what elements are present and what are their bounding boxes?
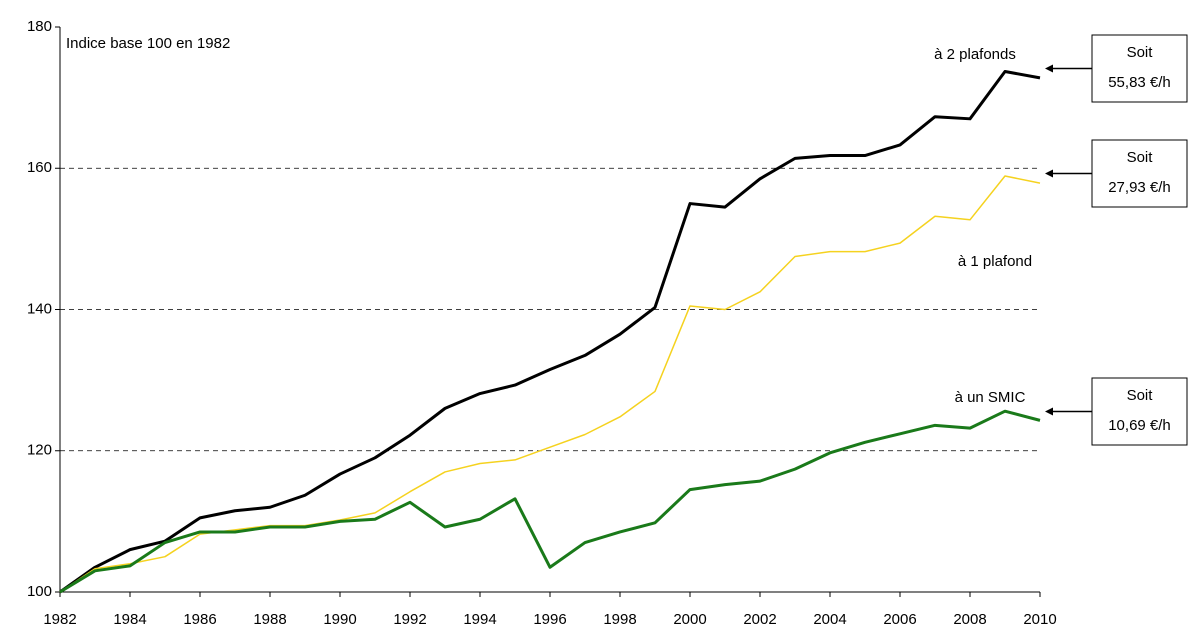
callout-arrowhead: [1045, 169, 1053, 178]
x-tick-label: 1990: [323, 611, 356, 628]
y-tick-label: 140: [27, 300, 52, 317]
x-tick-label: 2004: [813, 611, 846, 628]
callout-text: 10,69 €/h: [1108, 417, 1171, 434]
series-label: à 1 plafond: [958, 253, 1032, 270]
series-line: [59, 409, 1041, 594]
x-tick-label: 2000: [673, 611, 706, 628]
series-label: à un SMIC: [955, 389, 1026, 406]
x-tick-label: 1996: [533, 611, 566, 628]
y-tick-label: 160: [27, 159, 52, 176]
callout-arrowhead: [1045, 64, 1053, 73]
callout-box: [1091, 139, 1188, 208]
x-tick-label: 1982: [43, 611, 76, 628]
x-tick-label: 1994: [463, 611, 496, 628]
x-tick-label: 1984: [113, 611, 146, 628]
callout-box: [1091, 34, 1188, 103]
x-tick-label: 1992: [393, 611, 426, 628]
x-tick-label: 2008: [953, 611, 986, 628]
x-tick-label: 2010: [1023, 611, 1056, 628]
y-tick-label: 180: [27, 18, 52, 35]
callout-text: Soit: [1127, 149, 1154, 166]
x-tick-label: 1986: [183, 611, 216, 628]
x-tick-label: 1988: [253, 611, 286, 628]
callout-text: 27,93 €/h: [1108, 179, 1171, 196]
x-tick-label: 2006: [883, 611, 916, 628]
series-line: [59, 69, 1041, 594]
chart-subtitle: Indice base 100 en 1982: [66, 35, 230, 52]
callout-arrowhead: [1045, 407, 1053, 416]
x-tick-label: 2002: [743, 611, 776, 628]
callout-text: 55,83 €/h: [1108, 74, 1171, 91]
series-label: à 2 plafonds: [934, 46, 1016, 63]
callout-text: Soit: [1127, 44, 1154, 61]
y-tick-label: 100: [27, 583, 52, 600]
y-tick-label: 120: [27, 442, 52, 459]
x-tick-label: 1998: [603, 611, 636, 628]
series-line: [59, 175, 1041, 593]
callout-text: Soit: [1127, 387, 1154, 404]
